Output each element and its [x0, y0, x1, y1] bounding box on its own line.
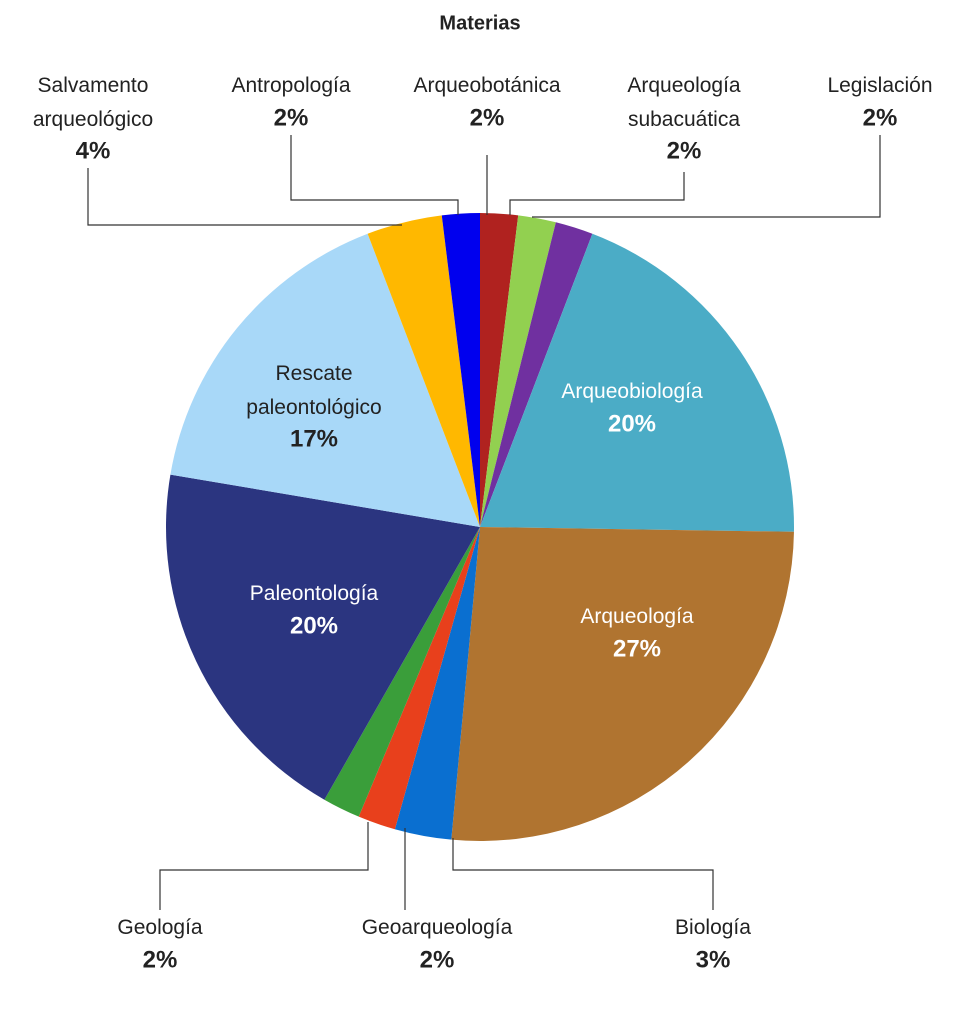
label-line: Arqueobiología	[561, 380, 703, 403]
slice-label: Paleontología	[250, 582, 379, 605]
label-line: subacuática	[628, 108, 740, 131]
label-line: Arqueología	[580, 605, 694, 628]
label-line: Arqueología	[627, 74, 741, 97]
value-label: 17%	[290, 425, 338, 452]
value-label: 2%	[470, 104, 505, 131]
leader-line	[509, 172, 685, 215]
pie-slice	[358, 527, 480, 830]
label-line: Legislación	[827, 74, 932, 97]
leader-line	[290, 135, 459, 215]
value-label: 2%	[143, 946, 178, 973]
chart-title: Materias	[439, 12, 520, 34]
leader-line	[532, 135, 881, 218]
slice-label: Antropología	[231, 74, 350, 97]
value-label: 2%	[274, 104, 309, 131]
value-label: 20%	[290, 612, 338, 639]
slice-label: Rescate paleontológico	[246, 362, 381, 419]
label-line: Salvamento	[38, 74, 149, 97]
pie-slice	[324, 527, 480, 817]
label-line: paleontológico	[246, 396, 381, 419]
slice-label: Arqueología	[580, 605, 694, 628]
pie-slice	[451, 527, 794, 841]
pie-slice	[480, 215, 556, 527]
slice-label: Legislación	[827, 74, 932, 97]
slice-label: Arqueobiología	[561, 380, 703, 403]
leader-line	[87, 168, 402, 226]
label-line: Biología	[675, 916, 751, 939]
label-line: Geología	[117, 916, 203, 939]
pie-slice	[166, 474, 480, 800]
value-label: 2%	[863, 104, 898, 131]
slice-label: Salvamento arqueológico	[33, 74, 153, 131]
value-label: 4%	[76, 137, 111, 164]
label-line: Rescate	[275, 362, 352, 385]
slice-label: Biología	[675, 916, 751, 939]
slice-label: Geoarqueología	[362, 916, 513, 939]
label-line: Antropología	[231, 74, 350, 97]
pie-slice	[170, 233, 480, 527]
label-line: Arqueobotánica	[413, 74, 560, 97]
value-label: 20%	[608, 410, 656, 437]
value-label: 2%	[667, 137, 702, 164]
value-label: 2%	[420, 946, 455, 973]
slice-label: Arqueología subacuática	[627, 74, 741, 131]
label-line: Paleontología	[250, 582, 379, 605]
slice-label: Geología	[117, 916, 203, 939]
leader-line	[452, 838, 714, 910]
pie-slice	[480, 213, 519, 527]
pie-slice	[480, 222, 593, 527]
label-line: Geoarqueología	[362, 916, 513, 939]
pie-slice	[480, 233, 795, 532]
leader-line	[159, 822, 369, 910]
pie-slice	[394, 527, 480, 840]
pie-slice	[367, 215, 480, 527]
label-line: arqueológico	[33, 108, 153, 131]
value-label: 27%	[613, 635, 661, 662]
pie-slice	[441, 213, 480, 527]
slice-label: Arqueobotánica	[413, 74, 560, 97]
value-label: 3%	[696, 946, 731, 973]
